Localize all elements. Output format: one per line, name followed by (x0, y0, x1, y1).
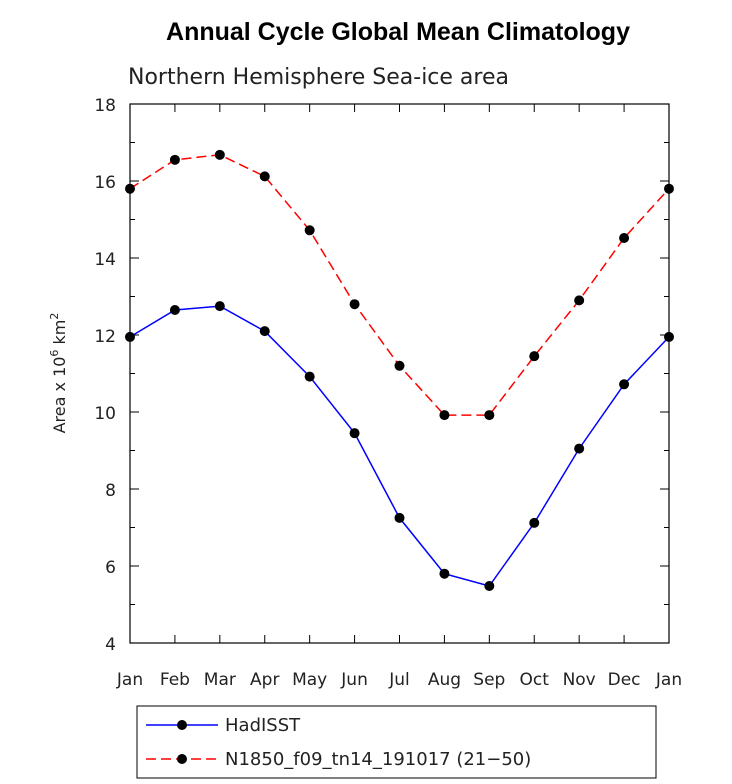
x-tick-label: Nov (563, 670, 596, 690)
x-tick-label: Jan (655, 670, 682, 690)
y-axis-label: Area x 106 km2 (48, 313, 69, 434)
y-tick-label: 4 (105, 635, 116, 655)
x-tick-label: Jan (116, 670, 143, 690)
series-1-point (214, 149, 225, 160)
series-layer (125, 149, 674, 592)
series-0-point (619, 379, 630, 390)
y-tick-label: 8 (105, 481, 116, 501)
series-0-point (439, 568, 450, 579)
x-tick-label: Dec (608, 670, 641, 690)
y-tick-label: 18 (94, 96, 116, 116)
series-0-point (664, 331, 674, 342)
chart-subtitle: Northern Hemisphere Sea-ice area (128, 65, 509, 90)
series-1-point (439, 410, 450, 421)
legend-marker-n1850 (177, 754, 187, 764)
y-tick-labels: 4 6 8 10 12 14 16 18 (94, 96, 116, 655)
series-1-point (574, 295, 585, 306)
series-0-point (304, 371, 315, 382)
series-1-point (664, 183, 674, 194)
legend-marker-hadisst (177, 720, 187, 730)
y-tick-label: 16 (94, 173, 116, 193)
x-tick-label: Oct (520, 670, 550, 690)
series-1-point (169, 154, 180, 165)
series-1-point (529, 351, 540, 362)
series-0-point (349, 428, 360, 439)
x-tick-label: Feb (160, 670, 190, 690)
x-tick-labels: Jan Feb Mar Apr May Jun Jul Aug Sep Oct Nov Dec Jan (116, 670, 682, 690)
series-1-point (619, 232, 630, 243)
x-tick-label: Jun (340, 670, 368, 690)
series-1-point (259, 171, 270, 182)
series-1-point (349, 299, 360, 310)
series-0-point (169, 304, 180, 315)
legend-label-n1850: N1850_f09_tn14_191017 (21−50) (225, 749, 531, 770)
y-tick-label: 10 (94, 404, 116, 424)
series-0-point (259, 326, 270, 337)
x-tick-label: Sep (473, 670, 505, 690)
series-line-0 (129, 305, 670, 587)
legend-label-hadisst: HadISST (225, 715, 301, 736)
x-tick-label: May (292, 670, 327, 690)
y-tick-label: 14 (94, 250, 116, 270)
legend: HadISST N1850_f09_tn14_191017 (21−50) (136, 705, 657, 779)
series-1-point (125, 183, 135, 194)
y-tick-label: 6 (105, 558, 116, 578)
series-0-point (394, 512, 405, 523)
x-tick-label: Aug (428, 670, 461, 690)
series-1-point (394, 360, 405, 371)
axis-ticks (129, 103, 670, 644)
series-1-point (304, 225, 315, 236)
y-tick-label: 12 (94, 327, 116, 347)
series-0-point (484, 581, 495, 592)
x-tick-label: Jul (388, 670, 410, 690)
series-0-point (574, 443, 585, 454)
series-0-point (529, 517, 540, 528)
chart-title: Annual Cycle Global Mean Climatology (166, 18, 630, 46)
legend-box (136, 705, 657, 779)
plot-frame (129, 103, 670, 644)
x-tick-label: Mar (204, 670, 236, 690)
series-0-point (125, 331, 135, 342)
series-line-1 (129, 154, 670, 416)
series-0-point (214, 301, 225, 312)
series-1-point (484, 410, 495, 421)
x-tick-label: Apr (250, 670, 279, 690)
